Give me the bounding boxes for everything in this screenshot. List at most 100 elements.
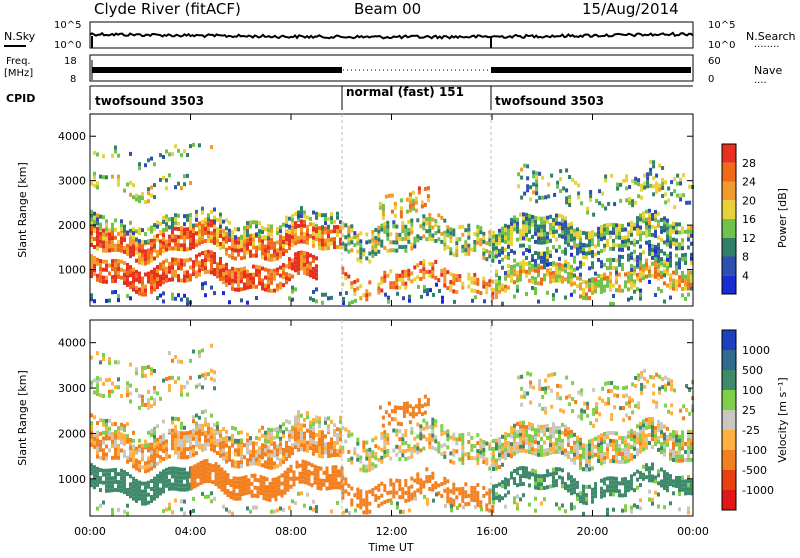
heatmap-cell	[147, 485, 150, 489]
heatmap-cell	[461, 453, 464, 457]
heatmap-cell	[534, 428, 537, 432]
heatmap-cell	[531, 451, 534, 455]
heatmap-cell	[126, 488, 129, 492]
heatmap-cell	[660, 484, 663, 488]
heatmap-cell	[147, 456, 150, 460]
heatmap-cell	[552, 442, 555, 446]
heatmap-cell	[510, 249, 513, 253]
heatmap-cell	[519, 441, 522, 445]
heatmap-cell	[180, 231, 183, 235]
heatmap-cell	[498, 253, 501, 257]
heatmap-cell	[174, 425, 177, 429]
heatmap-cell	[183, 174, 186, 178]
heatmap-cell	[150, 282, 153, 286]
heatmap-cell	[221, 468, 224, 472]
heatmap-cell	[452, 449, 455, 453]
heatmap-cell	[624, 493, 627, 497]
heatmap-cell	[410, 431, 413, 435]
heatmap-cell	[120, 473, 123, 477]
heatmap-cell	[395, 453, 398, 457]
heatmap-cell	[198, 441, 201, 445]
heatmap-cell	[410, 247, 413, 251]
heatmap-cell	[228, 510, 231, 514]
heatmap-cell	[156, 285, 159, 289]
heatmap-cell	[291, 218, 294, 222]
heatmap-cell	[362, 252, 365, 256]
heatmap-cell	[516, 275, 519, 279]
heatmap-cell	[174, 487, 177, 491]
heatmap-cell	[504, 481, 507, 485]
heatmap-cell	[409, 193, 412, 197]
heatmap-cell	[210, 443, 213, 447]
heatmap-cell	[672, 279, 675, 283]
heatmap-cell	[332, 481, 335, 485]
heatmap-cell	[467, 232, 470, 236]
heatmap-cell	[209, 471, 212, 475]
heatmap-cell	[186, 174, 189, 178]
heatmap-cell	[215, 462, 218, 466]
heatmap-cell	[120, 245, 123, 249]
heatmap-cell	[159, 472, 162, 476]
heatmap-cell	[231, 444, 234, 448]
heatmap-cell	[159, 247, 162, 251]
heatmap-cell	[102, 436, 105, 440]
heatmap-cell	[267, 257, 270, 261]
heatmap-cell	[132, 456, 135, 460]
heatmap-cell	[552, 297, 555, 301]
heatmap-cell	[96, 221, 99, 225]
heatmap-cell	[461, 249, 464, 253]
heatmap-cell	[126, 279, 129, 283]
heatmap-cell	[543, 277, 546, 281]
heatmap-cell	[672, 483, 675, 487]
heatmap-cell	[498, 282, 501, 286]
heatmap-cell	[210, 286, 213, 290]
heatmap-cell	[458, 274, 461, 278]
heatmap-cell	[347, 234, 350, 238]
heatmap-cell	[507, 237, 510, 241]
heatmap-cell	[297, 267, 300, 271]
heatmap-cell	[296, 477, 299, 481]
heatmap-cell	[597, 439, 600, 443]
heatmap-cell	[648, 266, 651, 270]
heatmap-cell	[579, 242, 582, 246]
heatmap-cell	[108, 485, 111, 489]
heatmap-cell	[123, 438, 126, 442]
heatmap-cell	[261, 279, 264, 283]
heatmap-cell	[651, 475, 654, 479]
heatmap-cell	[249, 442, 252, 446]
heatmap-cell	[324, 221, 327, 225]
heatmap-cell	[663, 441, 666, 445]
heatmap-cell	[561, 227, 564, 231]
heatmap-cell	[528, 450, 531, 454]
heatmap-cell	[147, 253, 150, 257]
heatmap-cell	[285, 427, 288, 431]
heatmap-cell	[189, 450, 192, 454]
heatmap-cell	[225, 252, 228, 256]
heatmap-cell	[449, 227, 452, 231]
heatmap-cell	[314, 469, 317, 473]
heatmap-cell	[377, 488, 380, 492]
heatmap-cell	[318, 434, 321, 438]
heatmap-cell	[243, 247, 246, 251]
heatmap-cell	[236, 477, 239, 481]
heatmap-cell	[510, 275, 513, 279]
heatmap-cell	[303, 504, 306, 508]
heatmap-cell	[309, 253, 312, 257]
heatmap-cell	[303, 259, 306, 263]
heatmap-cell	[670, 192, 673, 196]
heatmap-cell	[159, 476, 162, 480]
heatmap-cell	[600, 286, 603, 290]
heatmap-cell	[240, 279, 243, 283]
heatmap-cell	[630, 437, 633, 441]
heatmap-cell	[431, 270, 434, 274]
heatmap-cell	[275, 485, 278, 489]
heatmap-cell	[105, 241, 108, 245]
heatmap-cell	[129, 438, 132, 442]
heatmap-cell	[630, 433, 633, 437]
heatmap-cell	[171, 297, 174, 301]
heatmap-cell	[201, 236, 204, 240]
heatmap-cell	[218, 465, 221, 469]
heatmap-cell	[126, 472, 129, 476]
heatmap-cell	[171, 376, 174, 380]
heatmap-cell	[318, 430, 321, 434]
